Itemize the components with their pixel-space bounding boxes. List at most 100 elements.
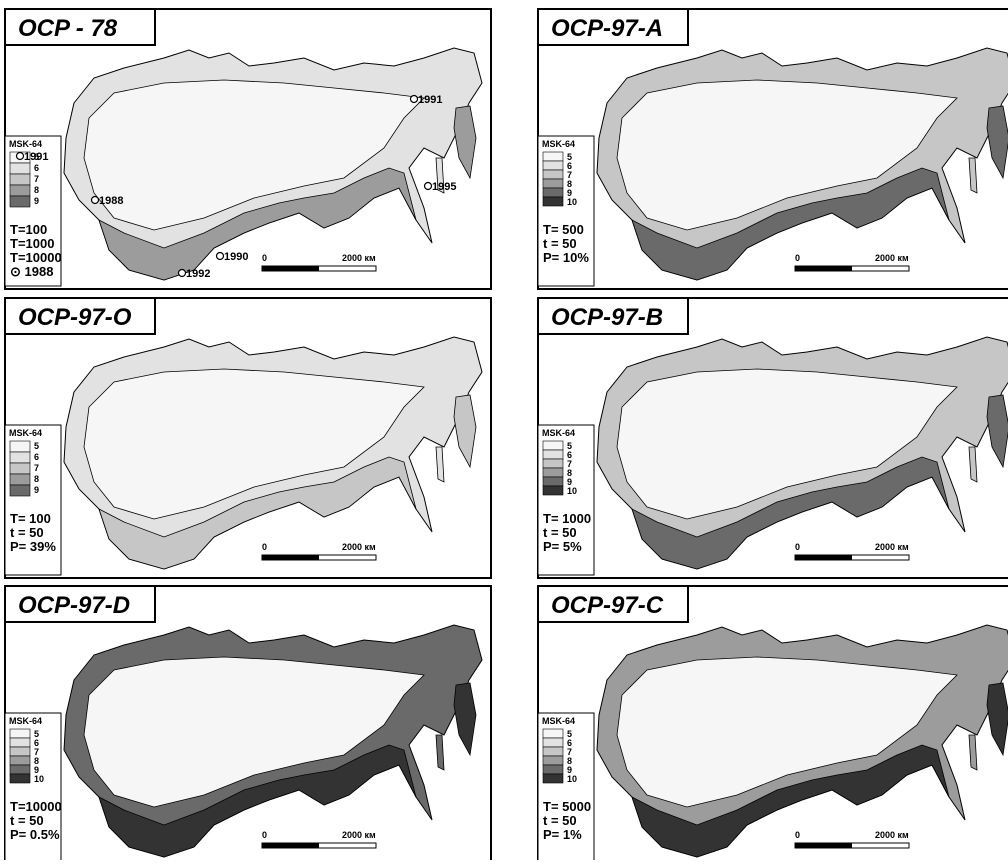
parameter: t = 50 <box>543 236 577 251</box>
scale-label: 0 <box>795 542 800 552</box>
parameter: T=10000 <box>10 250 62 265</box>
legend-swatch <box>543 441 563 450</box>
legend-label: 10 <box>567 774 577 784</box>
legend-swatch <box>10 185 30 196</box>
epicenter-marker <box>179 270 186 277</box>
legend-swatch <box>543 152 563 161</box>
scale-label: 2000 км <box>875 830 909 840</box>
epicenter-marker <box>217 253 224 260</box>
panel-title: OCP-97-D <box>18 592 130 619</box>
legend-label: 9 <box>34 196 39 206</box>
panel-title: OCP-97-B <box>551 304 663 331</box>
event-year: 1988 <box>99 195 123 207</box>
panel-title: OCP - 78 <box>18 15 118 42</box>
parameter: P= 10% <box>543 250 589 265</box>
legend-label: 6 <box>34 163 39 173</box>
legend-swatch <box>10 729 30 738</box>
legend-swatch <box>10 463 30 474</box>
parameter: t = 50 <box>10 813 44 828</box>
scale-label: 2000 км <box>875 253 909 263</box>
parameter: ⊙ 1988 <box>10 264 53 279</box>
panel-title: OCP-97-C <box>551 592 664 619</box>
parameter: t = 50 <box>543 525 577 540</box>
legend-label: 10 <box>567 486 577 496</box>
legend-swatch <box>543 486 563 495</box>
legend-swatch <box>543 450 563 459</box>
epicenter-marker <box>17 153 24 160</box>
map-panel: OCP-97-DMSK-645678910T=10000t = 50P= 0.5… <box>5 586 491 860</box>
parameter: P= 1% <box>543 827 582 842</box>
legend-swatch <box>543 729 563 738</box>
panel-title: OCP-97-O <box>18 304 132 331</box>
scale-bar-half <box>262 266 319 271</box>
legend-title: MSK-64 <box>9 716 42 726</box>
epicenter-marker <box>411 96 418 103</box>
scale-label: 0 <box>262 830 267 840</box>
legend-swatch <box>10 452 30 463</box>
legend-label: 5 <box>34 441 39 451</box>
legend-label: 8 <box>34 474 39 484</box>
parameter: T= 1000 <box>543 511 591 526</box>
parameter: T=1000 <box>10 236 54 251</box>
parameter: P= 39% <box>10 539 56 554</box>
legend-swatch <box>543 170 563 179</box>
event-year: 1991 <box>418 94 442 106</box>
scale-label: 0 <box>795 830 800 840</box>
legend-swatch <box>10 765 30 774</box>
legend-swatch <box>543 179 563 188</box>
legend-title: MSK-64 <box>9 428 42 438</box>
event-year: 1995 <box>432 181 456 193</box>
panel-title: OCP-97-A <box>551 15 663 42</box>
legend-swatch <box>543 459 563 468</box>
scale-label: 2000 км <box>342 542 376 552</box>
legend-swatch <box>543 197 563 206</box>
scale-bar-half <box>262 843 319 848</box>
legend-swatch <box>10 163 30 174</box>
legend-swatch <box>10 441 30 452</box>
legend-label: 7 <box>34 463 39 473</box>
legend-swatch <box>543 161 563 170</box>
scale-label: 2000 км <box>342 253 376 263</box>
parameter: T= 100 <box>10 511 51 526</box>
legend-swatch <box>10 485 30 496</box>
parameter: t = 50 <box>543 813 577 828</box>
epicenter-marker <box>92 197 99 204</box>
parameter: P= 0.5% <box>10 827 60 842</box>
parameter: t = 50 <box>10 525 44 540</box>
parameter: T= 500 <box>543 222 584 237</box>
parameter: T= 5000 <box>543 799 591 814</box>
legend-title: MSK-64 <box>9 139 42 149</box>
legend-swatch <box>10 474 30 485</box>
event-year: 1990 <box>224 251 248 263</box>
legend-swatch <box>543 747 563 756</box>
scale-label: 2000 км <box>875 542 909 552</box>
legend-swatch <box>10 747 30 756</box>
event-year: 1991 <box>24 151 48 163</box>
legend-label: 10 <box>567 197 577 207</box>
parameter: T=10000 <box>10 799 62 814</box>
legend-swatch <box>10 196 30 207</box>
legend-swatch <box>10 174 30 185</box>
scale-label: 0 <box>795 253 800 263</box>
event-year: 1992 <box>186 268 210 280</box>
map-figure: OCP - 78MSK-6456789T=100T=1000T=10000⊙ 1… <box>0 0 1008 860</box>
legend-swatch <box>10 756 30 765</box>
scale-bar-half <box>795 266 852 271</box>
legend-swatch <box>10 774 30 783</box>
legend-title: MSK-64 <box>542 716 575 726</box>
scale-bar-half <box>262 555 319 560</box>
legend-title: MSK-64 <box>542 428 575 438</box>
scale-label: 0 <box>262 253 267 263</box>
legend-swatch <box>10 738 30 747</box>
parameter: T=100 <box>10 222 47 237</box>
scale-bar-half <box>795 843 852 848</box>
legend-label: 9 <box>34 485 39 495</box>
legend-swatch <box>543 765 563 774</box>
legend-label: 7 <box>34 174 39 184</box>
scale-label: 0 <box>262 542 267 552</box>
legend-label: 6 <box>34 452 39 462</box>
